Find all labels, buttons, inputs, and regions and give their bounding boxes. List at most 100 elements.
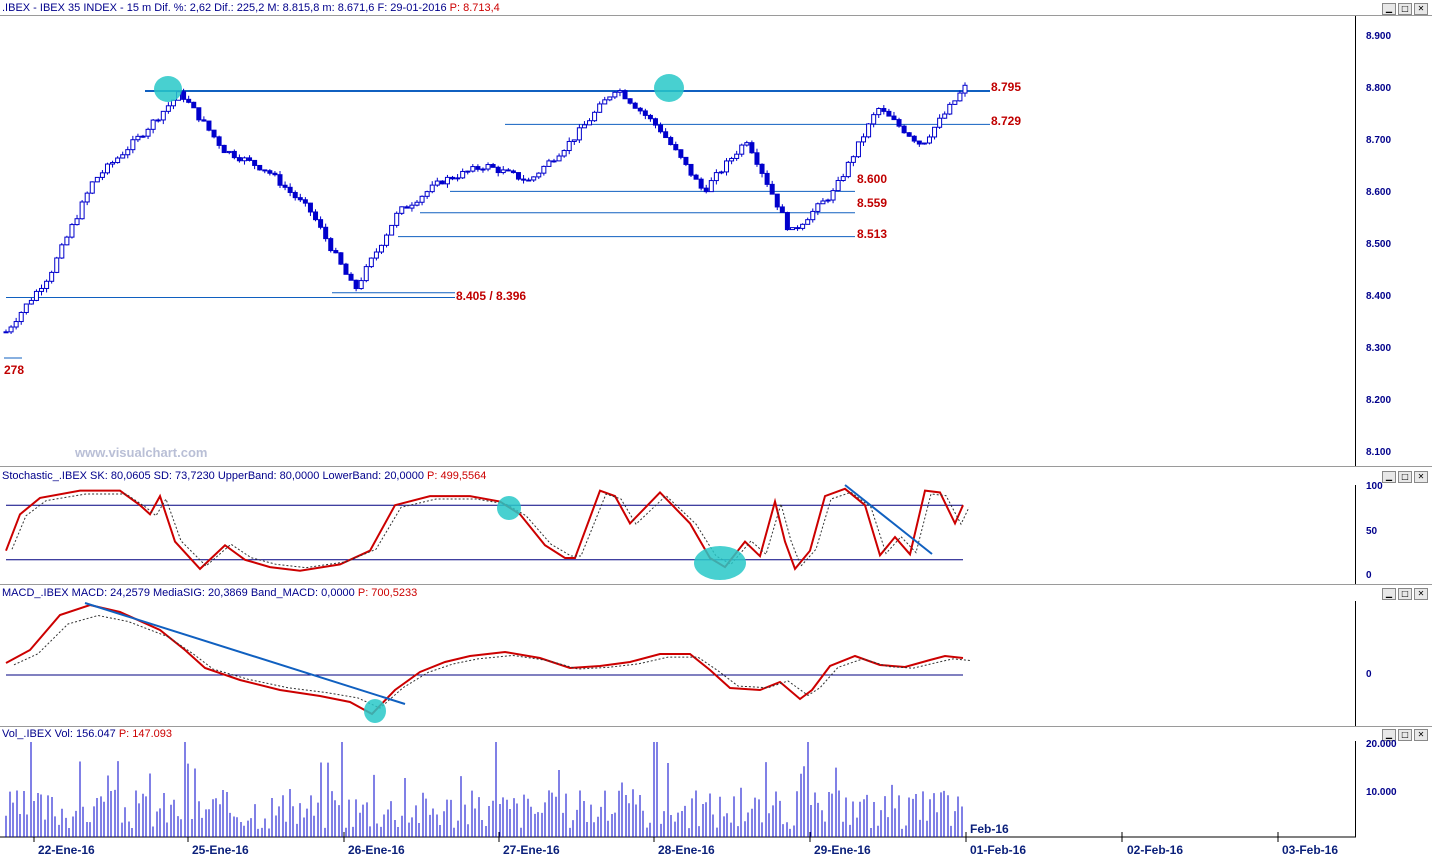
candle-body <box>546 160 552 167</box>
candle-body <box>348 273 354 281</box>
macd-price: P: 700,5233 <box>357 587 418 599</box>
candle-body <box>901 125 907 134</box>
candle-body <box>713 172 719 182</box>
dif-label: Dif.: 225,2 <box>214 2 265 14</box>
date-label: 01-Feb-16 <box>970 843 1027 857</box>
candle-body <box>54 257 60 273</box>
candle-body <box>79 201 85 220</box>
candle-body <box>521 178 527 181</box>
vol-panel-border <box>0 726 1432 727</box>
macd-line <box>5 603 964 716</box>
macd-window-buttons: ▁ □ ✕ <box>1382 588 1428 600</box>
candle-body <box>439 180 445 185</box>
candle-body <box>815 203 821 212</box>
candle-body <box>429 184 435 193</box>
candle-body <box>490 164 496 168</box>
candle-body <box>434 180 440 186</box>
candle-body <box>541 165 547 174</box>
close-button[interactable]: ✕ <box>1414 729 1428 741</box>
candle-body <box>663 131 669 139</box>
candle-body <box>627 98 633 104</box>
candle-body <box>891 115 897 121</box>
candle-body <box>602 99 608 105</box>
candle-body <box>343 263 349 275</box>
candle-body <box>637 107 643 112</box>
date-label-partial: Feb-16 <box>970 822 1009 836</box>
candle-body <box>277 174 283 186</box>
level-label-8513: 8.513 <box>857 227 888 241</box>
minimize-button[interactable]: ▁ <box>1382 3 1396 15</box>
stoch-tick: 100 <box>1366 481 1383 492</box>
candle-body <box>617 90 623 93</box>
candle-body <box>110 162 116 165</box>
candle-body <box>896 119 902 127</box>
candle-body <box>805 219 811 225</box>
candle-body <box>414 201 420 206</box>
close-button[interactable]: ✕ <box>1414 3 1428 15</box>
macd-header: MACD_.IBEX MACD: 24,2579 MediaSIG: 20,38… <box>2 587 417 599</box>
price-tick: 8.300 <box>1366 343 1392 354</box>
price-tick: 8.400 <box>1366 291 1392 302</box>
candle-body <box>69 224 75 238</box>
candle-body <box>769 183 775 195</box>
minimize-button[interactable]: ▁ <box>1382 729 1396 741</box>
candle-body <box>886 110 892 117</box>
maximize-button[interactable]: □ <box>1398 3 1412 15</box>
candle-body <box>749 142 755 154</box>
candle-body <box>226 150 232 154</box>
vol-tick: 20.000 <box>1366 739 1397 750</box>
candle-body <box>8 326 14 333</box>
close-button[interactable]: ✕ <box>1414 471 1428 483</box>
minimize-button[interactable]: ▁ <box>1382 471 1396 483</box>
candle-body <box>536 172 542 178</box>
maximize-button[interactable]: □ <box>1398 471 1412 483</box>
candle-body <box>500 169 506 174</box>
watermark: www.visualchart.com <box>75 445 208 460</box>
candle-body <box>724 160 730 173</box>
candle-body <box>754 152 760 165</box>
candle-body <box>373 251 379 259</box>
candle-body <box>292 191 298 199</box>
candle-body <box>962 84 968 94</box>
maximize-button[interactable]: □ <box>1398 729 1412 741</box>
candle-body <box>74 218 80 226</box>
level-label-8600: 8.600 <box>857 172 888 186</box>
candle-body <box>937 117 943 128</box>
candle-body <box>906 132 912 137</box>
minimize-button[interactable]: ▁ <box>1382 588 1396 600</box>
candle-body <box>231 150 237 159</box>
candle-body <box>647 114 653 120</box>
candle-body <box>952 100 958 105</box>
marker-circle <box>364 699 386 723</box>
candle-body <box>566 140 572 152</box>
maximize-button[interactable]: □ <box>1398 588 1412 600</box>
stoch-panel-border <box>0 466 1432 467</box>
stoch-tick: 50 <box>1366 526 1378 537</box>
dif-pct-label: Dif. %: 2,62 <box>154 2 212 14</box>
close-button[interactable]: ✕ <box>1414 588 1428 600</box>
candle-body <box>612 91 618 98</box>
vol-y-axis <box>1355 741 1356 837</box>
stoch-price: P: 499,5564 <box>427 470 487 482</box>
candle-body <box>688 163 694 176</box>
candle-body <box>592 111 598 122</box>
candle-body <box>191 101 197 109</box>
candle-body <box>28 299 34 305</box>
candle-body <box>855 141 861 158</box>
candle-body <box>470 166 476 172</box>
candle-body <box>3 331 9 334</box>
candle-body <box>358 280 364 290</box>
cut-level-label: 278 <box>4 363 25 377</box>
level-label-8405: 8.405 / 8.396 <box>456 289 527 303</box>
candle-body <box>287 186 293 193</box>
candle-body <box>328 238 334 252</box>
candle-body <box>115 157 121 164</box>
macd-y-axis <box>1355 601 1356 726</box>
candle-body <box>368 257 374 268</box>
candle-body <box>632 102 638 109</box>
date-label: 26-Ene-16 <box>348 843 405 857</box>
candle-body <box>150 119 156 130</box>
candle-body <box>318 219 324 228</box>
candle-body <box>307 202 313 213</box>
candle-body <box>236 157 242 162</box>
